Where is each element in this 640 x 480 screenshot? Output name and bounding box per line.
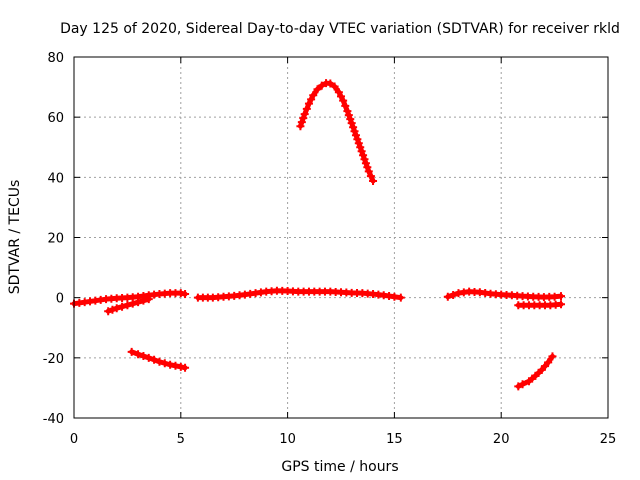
data-point (369, 176, 378, 185)
chart-title: Day 125 of 2020, Sidereal Day-to-day VTE… (60, 21, 620, 37)
data-point (181, 363, 190, 372)
data-point (548, 352, 557, 361)
data-point (347, 119, 356, 128)
x-tick-label: 0 (70, 432, 78, 447)
y-tick-label: 0 (56, 292, 64, 307)
y-tick-label: 60 (47, 111, 64, 126)
y-tick-label: -20 (43, 352, 64, 367)
data-point (330, 82, 339, 91)
data-point (518, 380, 527, 389)
data-point (296, 122, 305, 131)
data-point (118, 302, 127, 311)
y-tick-label: -40 (43, 412, 64, 427)
data-point (353, 135, 362, 144)
data-point (343, 107, 352, 116)
data-point (144, 295, 153, 304)
x-tick-label: 20 (493, 432, 510, 447)
data-point (351, 131, 360, 140)
data-point (139, 352, 148, 361)
data-point (359, 151, 368, 160)
data-point (307, 95, 316, 104)
y-tick-label: 40 (47, 171, 64, 186)
series-track-7 (514, 300, 566, 310)
data-point (104, 307, 113, 316)
data-point (337, 92, 345, 101)
data-point (449, 290, 458, 299)
data-point (349, 123, 358, 132)
data-point (326, 79, 335, 88)
data-point (166, 360, 175, 369)
x-tick-label: 15 (386, 432, 403, 447)
series-track-5 (296, 79, 378, 185)
axis-ticks: 0 5 10 15 20 25 -40 -20 0 20 40 60 80 (43, 51, 617, 447)
series-track-2 (104, 295, 153, 316)
x-axis-label: GPS time / hours (281, 459, 398, 475)
data-point (297, 118, 306, 127)
data-point (557, 292, 566, 301)
data-point (134, 350, 143, 359)
data-point (341, 101, 350, 110)
data-point (334, 88, 343, 97)
data-point (134, 298, 143, 307)
data-point (356, 143, 365, 152)
data-point (181, 290, 190, 299)
data-point (150, 355, 159, 364)
y-tick-label: 80 (47, 51, 64, 66)
data-point (304, 99, 313, 108)
data-point (361, 159, 370, 168)
data-point (144, 353, 153, 362)
data-point (309, 91, 318, 100)
data-point (360, 155, 369, 164)
data-point (317, 81, 326, 90)
data-point (127, 347, 136, 356)
data-point (364, 167, 373, 176)
data-point (171, 361, 180, 370)
data-point (443, 292, 452, 301)
grid (74, 57, 608, 418)
data-point (128, 299, 137, 308)
y-axis-label: SDTVAR / TECUs (7, 180, 23, 295)
y-tick-label: 20 (47, 232, 64, 247)
series-track-8 (514, 352, 557, 391)
data-point (514, 382, 523, 391)
data-point (557, 300, 566, 309)
data-point (396, 293, 405, 302)
data-point (300, 110, 309, 119)
series-track-6 (443, 287, 566, 302)
x-tick-label: 5 (177, 432, 185, 447)
series-track-4 (193, 286, 405, 302)
data-point (112, 304, 121, 313)
data-point (344, 111, 353, 120)
data-point (357, 147, 366, 156)
data-point (108, 305, 117, 314)
data-point (299, 114, 308, 123)
data-points (70, 79, 566, 391)
data-point (346, 115, 355, 124)
data-point (123, 301, 132, 310)
data-point (313, 85, 322, 94)
data-point (155, 357, 164, 366)
data-point (302, 104, 311, 113)
data-point (354, 139, 363, 148)
data-point (366, 172, 375, 181)
data-point (160, 359, 169, 368)
data-point (350, 127, 359, 136)
data-point (363, 163, 372, 172)
x-tick-label: 25 (600, 432, 617, 447)
data-point (139, 296, 148, 305)
x-tick-label: 10 (279, 432, 296, 447)
data-point (544, 358, 553, 367)
data-point (339, 96, 348, 105)
series-track-3 (127, 347, 190, 372)
